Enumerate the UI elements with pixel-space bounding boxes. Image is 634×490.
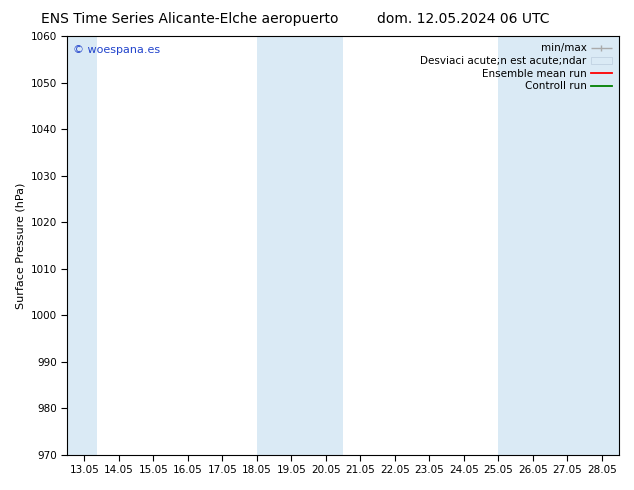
Bar xyxy=(257,36,343,455)
Bar xyxy=(498,36,619,455)
Y-axis label: Surface Pressure (hPa): Surface Pressure (hPa) xyxy=(15,182,25,309)
Legend: min/max, Desviaci acute;n est acute;ndar, Ensemble mean run, Controll run: min/max, Desviaci acute;n est acute;ndar… xyxy=(418,41,614,93)
Text: ENS Time Series Alicante-Elche aeropuerto: ENS Time Series Alicante-Elche aeropuert… xyxy=(41,12,339,26)
Bar xyxy=(67,36,96,455)
Text: dom. 12.05.2024 06 UTC: dom. 12.05.2024 06 UTC xyxy=(377,12,549,26)
Text: © woespana.es: © woespana.es xyxy=(73,45,160,54)
